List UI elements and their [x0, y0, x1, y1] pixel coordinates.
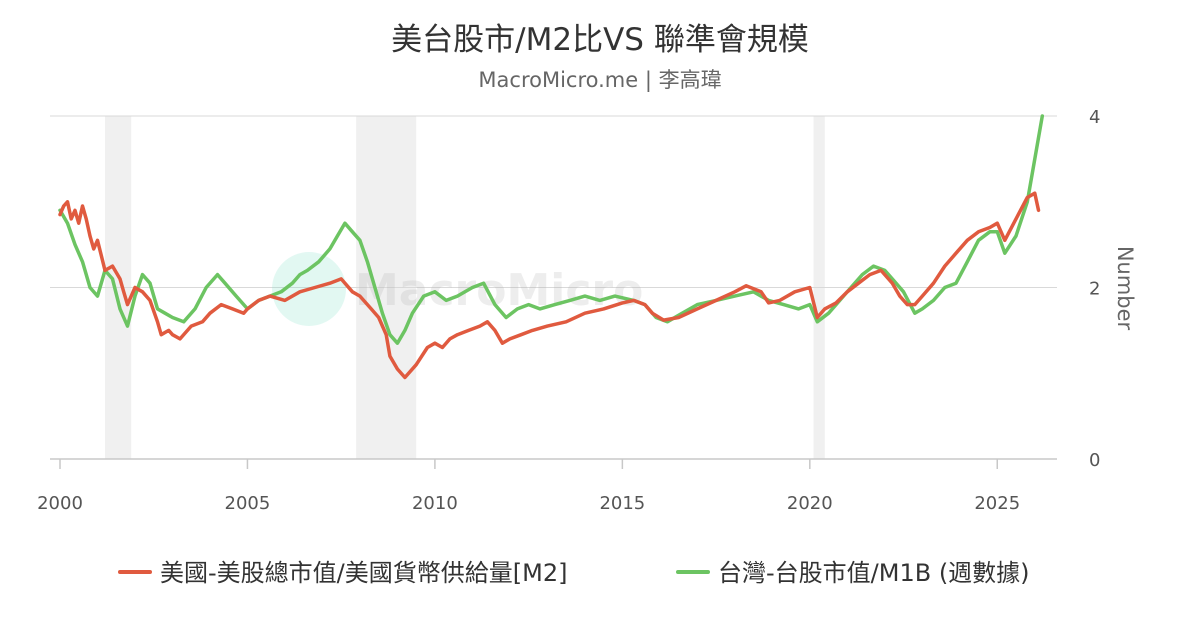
- legend-label-1[interactable]: 台灣-台股市值/M1B (週數據): [718, 559, 1030, 587]
- x-tick-label-2000: 2000: [37, 493, 83, 514]
- y-tick-label-4: 4: [1089, 107, 1100, 128]
- x-tick-label-2010: 2010: [412, 493, 458, 514]
- series-line-0: [58, 191, 1041, 380]
- x-tick-label-2020: 2020: [787, 493, 833, 514]
- axes: 0 2 4 2000 2005 2010 2015 2020 2025: [37, 107, 1100, 514]
- x-tick-label-2015: 2015: [599, 493, 645, 514]
- chart-title: 美台股市/M2比VS 聯準會規模: [391, 22, 809, 58]
- series-lines: [58, 114, 1045, 380]
- x-tick-label-2025: 2025: [974, 493, 1020, 514]
- y-tick-label-2: 2: [1089, 279, 1100, 300]
- y-tick-label-0: 0: [1089, 450, 1100, 471]
- chart-subtitle: MacroMicro.me | 李高瑋: [478, 68, 722, 92]
- grid-lines: [50, 115, 1057, 288]
- legend-label-0[interactable]: 美國-美股總市值/美國貨幣供給量[M2]: [160, 559, 567, 587]
- watermark: MacroMicro: [272, 252, 643, 326]
- y-axis-label: Number: [1113, 246, 1137, 331]
- x-tick-label-2005: 2005: [225, 493, 271, 514]
- series-line-1: [58, 114, 1045, 345]
- legend[interactable]: 美國-美股總市值/美國貨幣供給量[M2] 台灣-台股市值/M1B (週數據): [118, 559, 1030, 587]
